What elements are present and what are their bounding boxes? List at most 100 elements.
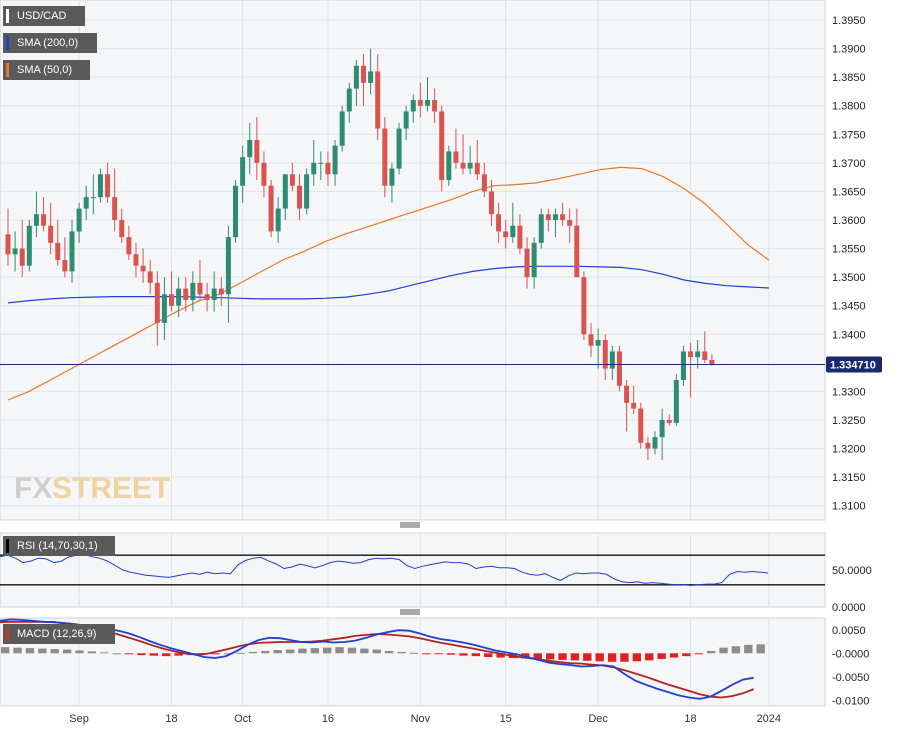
macd-histogram-bar — [1, 647, 10, 654]
candle-body — [261, 162, 267, 186]
y-tick-label: 1.3300 — [832, 386, 866, 398]
macd-tick-label: 0.0050 — [832, 625, 866, 637]
candle-body — [339, 111, 345, 146]
candle-body — [318, 162, 324, 164]
candle — [688, 342, 694, 398]
candle — [62, 237, 68, 278]
legend-label: SMA (200,0) — [17, 37, 79, 49]
x-tick-label: Oct — [234, 713, 251, 725]
legend-macd[interactable]: MACD (12,26,9) — [3, 624, 115, 644]
candle-body — [645, 442, 651, 449]
candle-body — [240, 157, 246, 186]
macd-histogram-bar — [335, 647, 344, 654]
legend-sma50[interactable]: SMA (50,0) — [3, 60, 90, 80]
candle-body — [119, 220, 125, 238]
candle — [631, 385, 637, 415]
candle-body — [140, 265, 146, 272]
macd-histogram-bar — [100, 652, 109, 654]
candle-body — [602, 340, 608, 369]
legend-rsi[interactable]: RSI (14,70,30,1) — [3, 536, 115, 556]
macd-histogram-bar — [620, 653, 629, 662]
resize-handle-macd[interactable] — [400, 609, 420, 615]
candle — [69, 220, 75, 283]
candle-body — [474, 162, 480, 175]
candle-body — [375, 71, 381, 129]
sma-lines — [7, 166, 770, 401]
macd-histogram-bar — [657, 653, 666, 659]
macd-histogram-bar — [409, 652, 419, 654]
macd-histogram-bar — [446, 653, 456, 655]
resize-handle-rsi[interactable] — [400, 522, 420, 528]
legend-swatch — [6, 539, 9, 553]
legend-usdcad[interactable]: USD/CAD — [3, 6, 85, 26]
macd-histogram-bar — [384, 650, 394, 654]
candle-body — [332, 145, 338, 175]
candle-body — [275, 208, 281, 232]
candle-body — [247, 140, 253, 158]
candle-body — [417, 100, 423, 106]
candle — [709, 354, 715, 366]
macd-histogram-bar — [38, 648, 47, 654]
macd-histogram-bar — [248, 651, 258, 654]
candle-body — [673, 380, 679, 423]
candle — [396, 122, 402, 175]
candle-body — [225, 237, 231, 295]
macd-histogram-bar — [570, 653, 580, 661]
candle — [41, 197, 47, 232]
candle — [332, 140, 338, 186]
candle — [517, 214, 523, 255]
macd-histogram-bar — [298, 648, 307, 654]
candle-body — [204, 294, 210, 300]
candle-body — [396, 128, 402, 169]
candle — [652, 431, 658, 455]
rsi-tick-label: 50.0000 — [832, 565, 872, 577]
macd-tick-label: -0.0050 — [832, 672, 869, 684]
candle-body — [282, 174, 288, 209]
candle — [453, 128, 459, 169]
candle — [432, 88, 438, 123]
candle-body — [638, 408, 644, 443]
candle-body — [176, 288, 182, 306]
macd-histogram-bar — [694, 653, 703, 655]
y-tick-label: 1.3750 — [832, 129, 866, 141]
candle — [382, 117, 388, 198]
candle-body — [702, 351, 708, 360]
candle-body — [652, 437, 658, 449]
macd-histogram-bar — [397, 651, 406, 654]
candle — [645, 437, 651, 460]
candle — [289, 162, 295, 192]
candle-body — [659, 420, 665, 438]
macd-histogram-bar — [347, 647, 357, 654]
y-tick-label: 1.3450 — [832, 301, 866, 313]
macd-tick-label: -0.0100 — [832, 695, 869, 707]
candle — [190, 271, 196, 312]
candles — [5, 48, 715, 460]
candle — [97, 168, 103, 203]
candle — [261, 151, 267, 198]
candle-body — [631, 402, 637, 409]
legend-sma200[interactable]: SMA (200,0) — [3, 33, 97, 53]
legend-swatch — [6, 36, 9, 50]
candle-body — [389, 168, 395, 186]
macd-series — [0, 618, 765, 700]
y-tick-label: 1.3650 — [832, 186, 866, 198]
candle-body — [595, 340, 601, 346]
candle-body — [574, 225, 580, 278]
legend-label: USD/CAD — [17, 10, 67, 22]
candle-body — [211, 288, 217, 300]
candle-body — [76, 208, 82, 232]
x-tick-label: 18 — [165, 713, 177, 725]
candle — [361, 54, 366, 106]
candle — [297, 174, 303, 220]
watermark-street: STREET — [52, 472, 170, 505]
candle — [581, 271, 587, 340]
candle — [638, 402, 644, 449]
candle — [574, 208, 580, 278]
candle-body — [97, 174, 103, 198]
candle-body — [424, 100, 430, 106]
candle-body — [197, 282, 203, 295]
y-tick-label: 1.3950 — [832, 15, 866, 27]
candle — [76, 202, 82, 243]
macd-tick-label: -0.0000 — [832, 648, 869, 660]
candle — [666, 414, 672, 426]
